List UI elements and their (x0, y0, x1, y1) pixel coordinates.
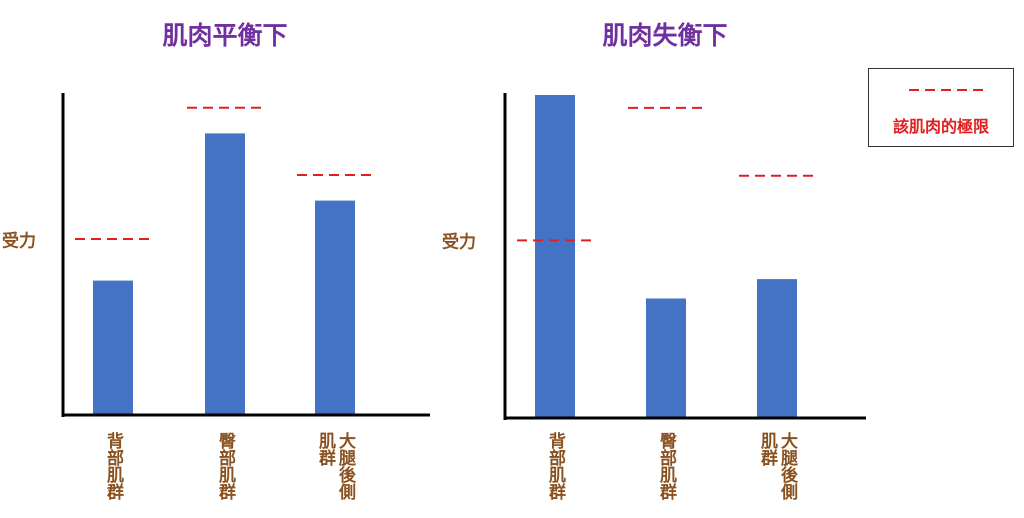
bar (315, 200, 355, 414)
x-tick-label: 大腿後側肌群 (315, 432, 355, 500)
bar (646, 298, 686, 417)
bar (93, 280, 133, 414)
x-tick-label: 背部肌群 (103, 432, 123, 500)
legend: 該肌肉的極限 (868, 68, 1014, 147)
y-axis-label: 受力 (2, 231, 36, 252)
bar (205, 133, 245, 414)
legend-swatch (909, 89, 987, 91)
x-tick-label: 背部肌群 (545, 432, 565, 500)
bar (757, 279, 797, 417)
x-tick-label: 臀部肌群 (656, 432, 676, 500)
x-tick-label: 臀部肌群 (215, 432, 235, 500)
chart-title: 肌肉平衡下 (162, 21, 288, 50)
x-tick-label: 大腿後側肌群 (757, 432, 797, 500)
legend-label: 該肌肉的極限 (892, 117, 989, 136)
y-axis-label: 受力 (442, 232, 476, 253)
bar (535, 95, 575, 417)
chart-title: 肌肉失衡下 (602, 21, 728, 50)
